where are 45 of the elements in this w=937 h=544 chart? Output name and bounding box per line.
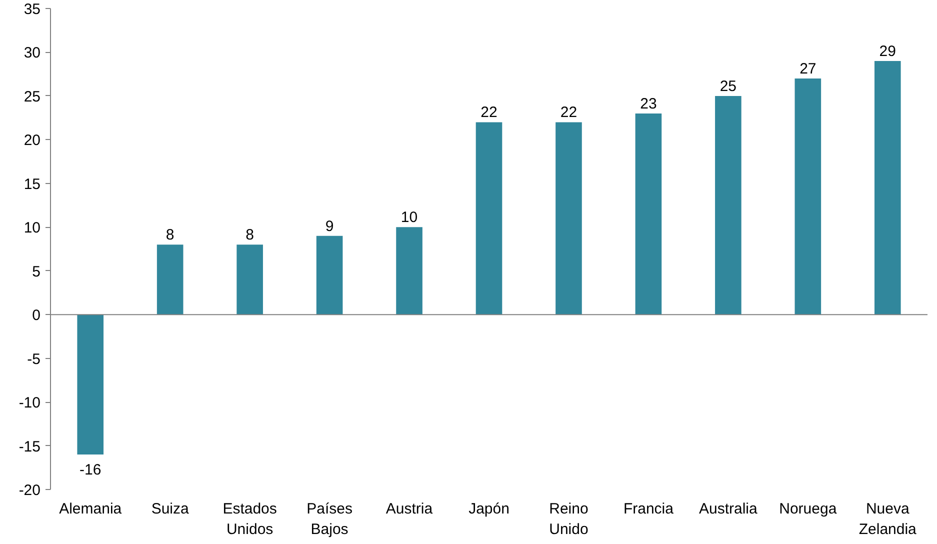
y-tick-label: 5	[32, 263, 40, 280]
bar	[715, 96, 742, 315]
data-label: 27	[800, 60, 816, 78]
x-tick-label: Francia	[623, 500, 674, 518]
y-tick-label: 25	[24, 88, 41, 106]
data-label: -16	[80, 462, 102, 479]
x-tick-label: Nueva Zelandia	[858, 500, 918, 538]
data-label: 29	[879, 42, 896, 60]
y-tick-label: -20	[18, 482, 41, 499]
data-label: 8	[246, 226, 254, 244]
x-tick-label: Noruega	[779, 500, 838, 518]
data-label: 22	[560, 104, 578, 122]
x-tick-label: Suiza	[151, 500, 190, 518]
x-tick-label: Alemania	[59, 500, 122, 518]
y-tick-label: 0	[32, 307, 40, 324]
bar	[156, 244, 184, 315]
x-tick-label: Países Bajos	[306, 500, 352, 538]
x-tick-label: Reino Unido	[549, 500, 588, 538]
y-tick-label: 30	[24, 44, 41, 62]
x-tick-label: Japón	[468, 500, 510, 518]
bar	[396, 227, 422, 315]
y-tick-label: 15	[24, 176, 41, 193]
y-tick-label: 35	[24, 1, 41, 18]
data-label: 22	[480, 104, 498, 122]
y-tick-label: -10	[18, 394, 41, 412]
bar	[476, 122, 502, 315]
x-tick-label: Austria	[386, 500, 434, 518]
x-tick-label: Estados Unidos	[222, 500, 277, 538]
data-label: 25	[720, 78, 737, 95]
data-label: 10	[400, 209, 418, 226]
bar	[794, 78, 822, 315]
bar	[635, 113, 662, 315]
bar	[77, 314, 104, 455]
bar	[874, 60, 901, 315]
bar	[236, 244, 263, 315]
bar	[316, 236, 343, 315]
y-tick-label: -15	[18, 438, 41, 456]
data-label: 8	[166, 226, 174, 244]
y-tick-label: 20	[24, 132, 41, 150]
bar	[556, 122, 582, 315]
x-tick-label: Australia	[699, 500, 758, 518]
y-tick-label: 10	[24, 220, 41, 237]
y-tick-label: -5	[27, 350, 41, 368]
data-label: 23	[640, 95, 657, 112]
data-label: 9	[325, 218, 334, 235]
